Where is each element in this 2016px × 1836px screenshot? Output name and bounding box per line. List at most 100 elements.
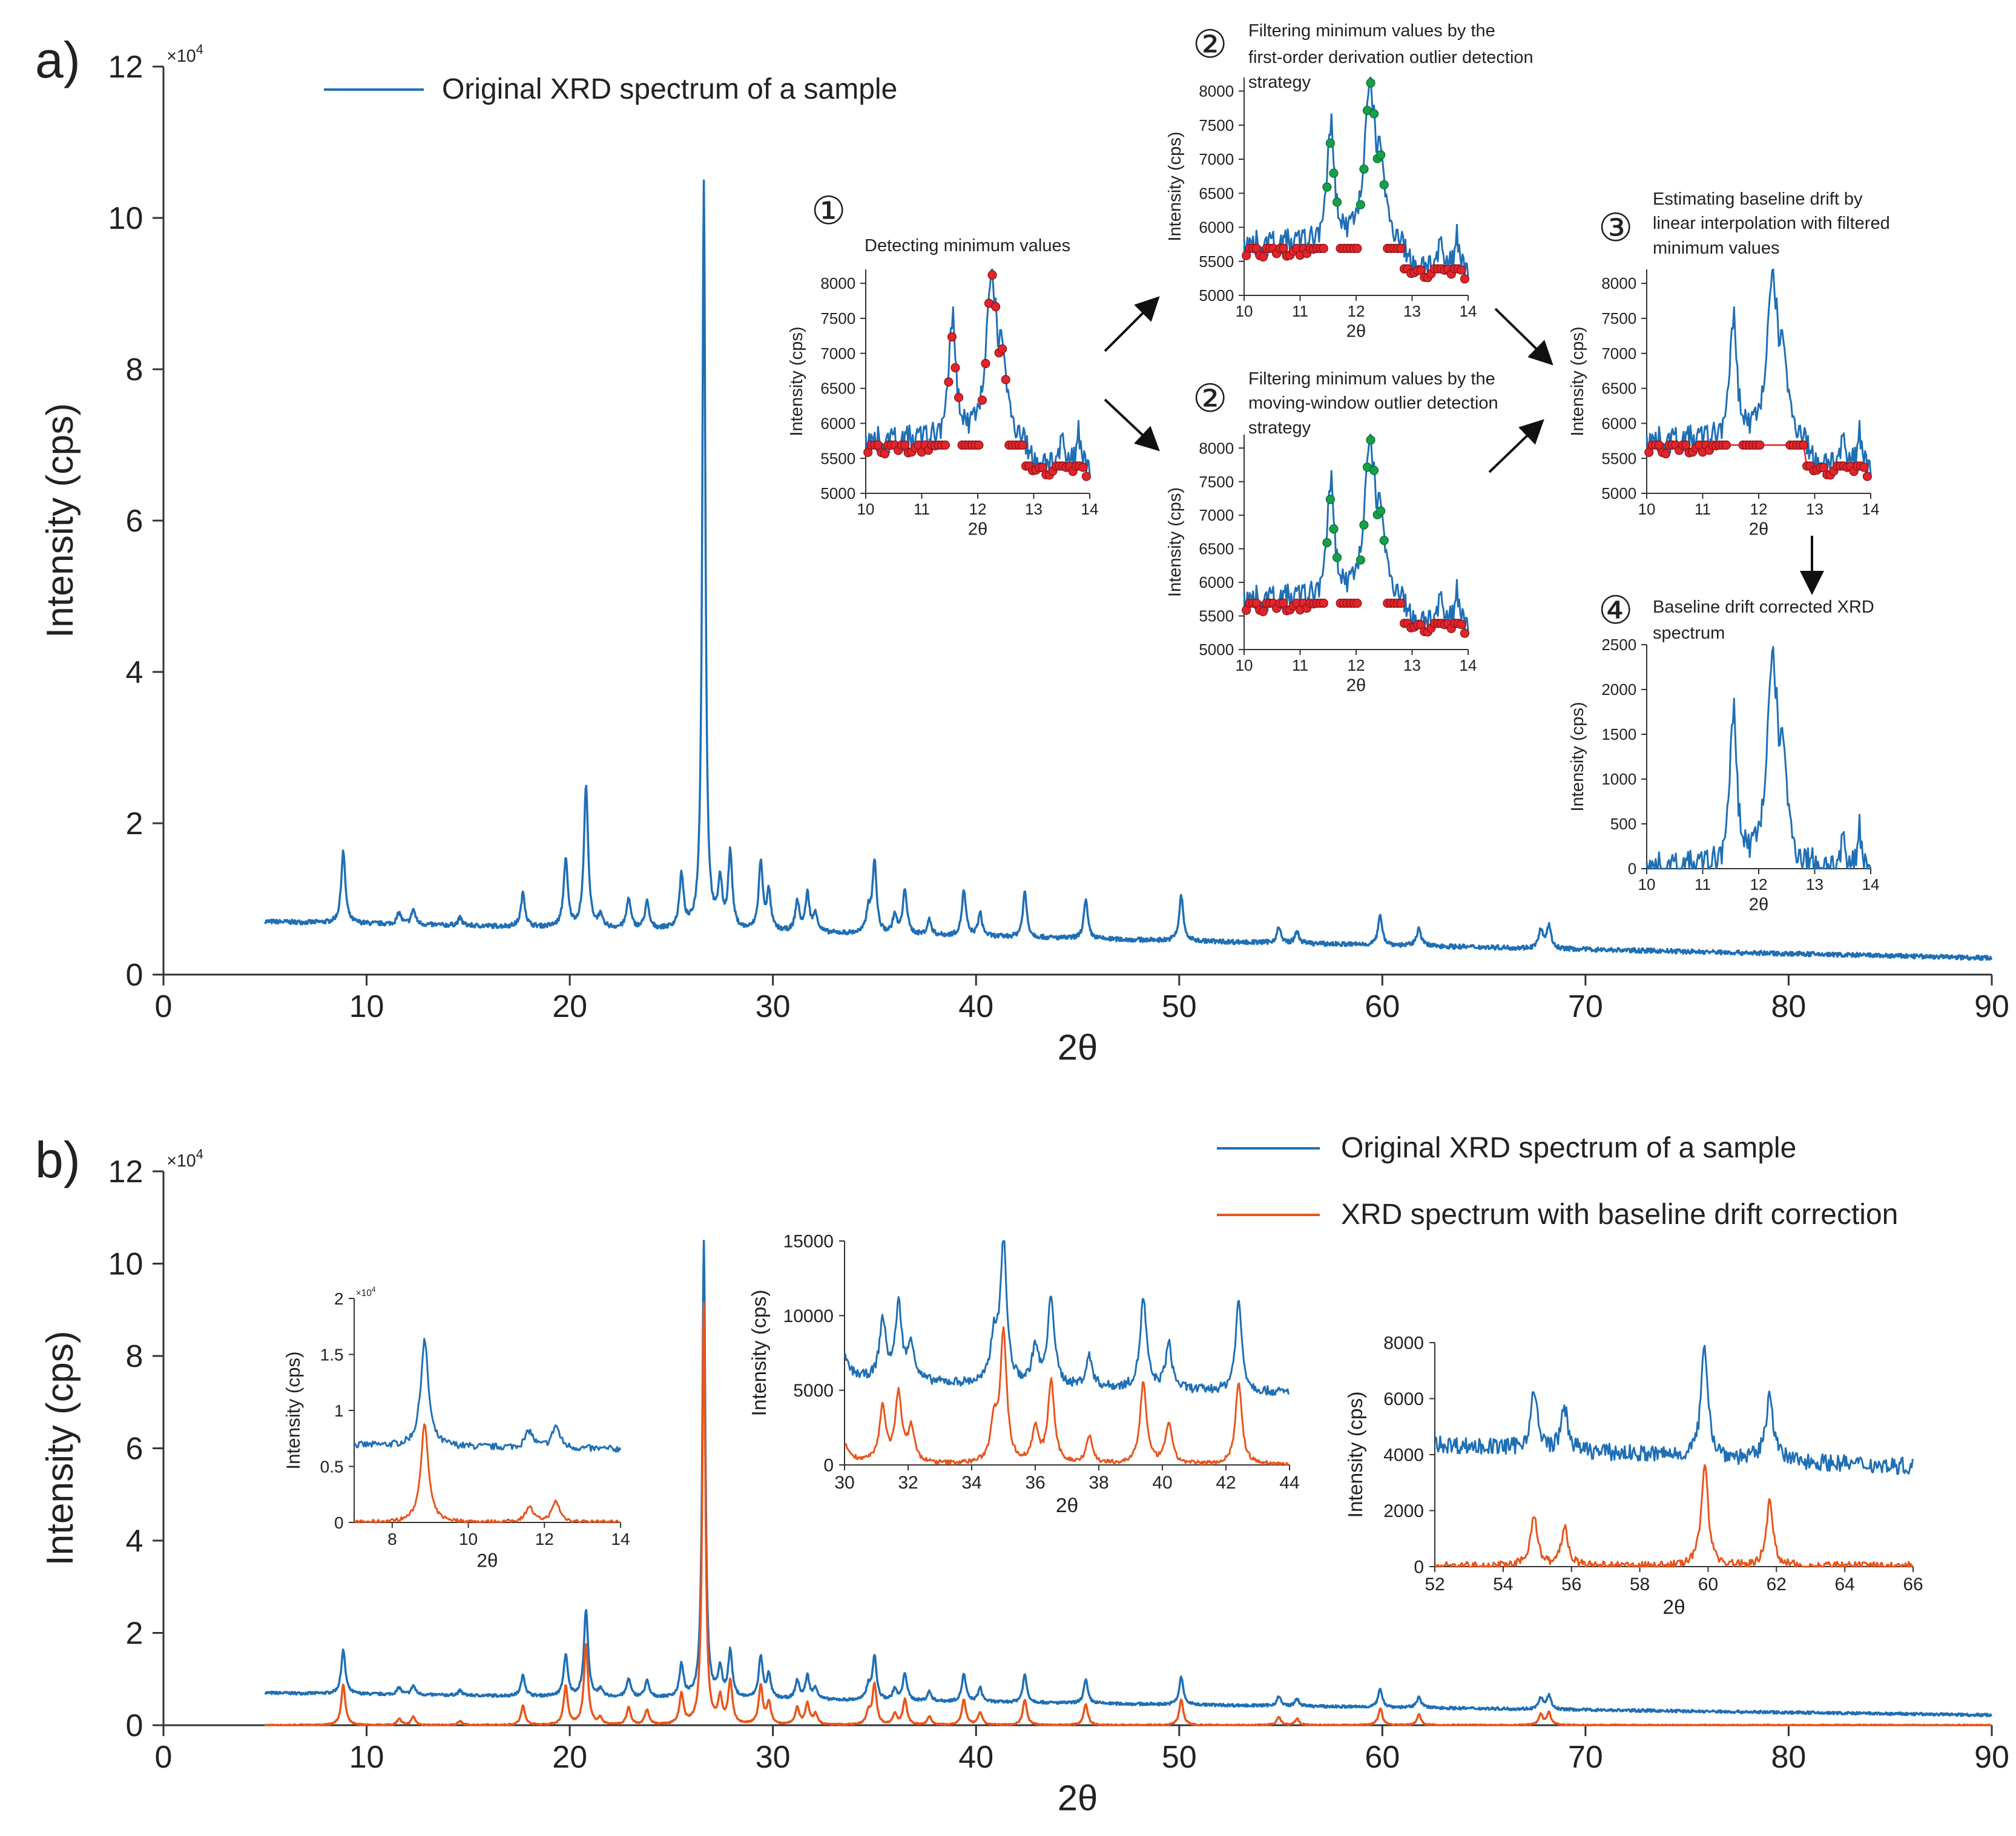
a_main-x-tick-label: 90	[1974, 989, 2009, 1024]
inset_s2b-y-tick-label: 6500	[1199, 540, 1234, 558]
b_inset3-y-tick-label: 4000	[1383, 1446, 1424, 1466]
inset_s3-x-tick-label: 12	[1750, 500, 1768, 518]
inset_s2b-x-tick-label: 12	[1348, 656, 1365, 674]
b_inset1-y-label: Intensity (cps)	[283, 1351, 304, 1469]
b_inset3-y-tick-label: 0	[1414, 1558, 1424, 1578]
inset_s2b-y-tick-label: 5500	[1199, 607, 1234, 625]
b_main-y-tick-label: 12	[108, 1154, 143, 1189]
inset_s2a-minimum-point	[1258, 252, 1268, 262]
b_main-y-multiplier: ×104	[166, 1147, 203, 1171]
inset_s2b-minimum-point	[1258, 607, 1268, 616]
b_inset3-x-tick-label: 62	[1767, 1574, 1787, 1594]
inset_s4-y-tick-label: 2500	[1601, 636, 1636, 654]
b_main-x-tick-label: 20	[552, 1740, 587, 1775]
inset_s2b-minimum-point	[1319, 598, 1328, 608]
inset_s1-y-tick-label: 5000	[820, 484, 855, 502]
inset_s2b-outlier-point	[1379, 536, 1389, 545]
b_inset1-x-tick-label: 14	[611, 1530, 630, 1548]
inset_s2a-x-tick-label: 10	[1236, 302, 1253, 320]
inset_s2b-y-tick-label: 5000	[1199, 640, 1234, 659]
inset_s1-y-tick-label: 7000	[820, 344, 855, 363]
inset_s2a-x-tick-label: 12	[1348, 302, 1365, 320]
inset_s3-y-tick-label: 7000	[1601, 344, 1636, 363]
b_inset2-x-tick-label: 44	[1279, 1473, 1299, 1493]
inset_s2b-y-tick-label: 8000	[1199, 439, 1234, 457]
inset_s1-minimum-point	[950, 363, 960, 373]
inset_s2b-outlier-point	[1329, 524, 1339, 534]
b_main-x-tick-label: 80	[1771, 1740, 1807, 1775]
b-main-original-line	[264, 1240, 1993, 1717]
inset_s2b-x-tick-label: 14	[1460, 656, 1477, 674]
a_main-x-tick-label: 20	[552, 989, 587, 1024]
a_main-y-tick-label: 0	[125, 958, 143, 993]
inset_s4-x-tick-label: 14	[1862, 875, 1880, 893]
b_inset2-axes: 30 32 34 36 38 40 42 44 0 5000 10000 15000 2θ Intensi…	[748, 1232, 1300, 1517]
arrow-step1-to-step2b	[1104, 398, 1160, 452]
inset_s2a-y-tick-label: 8000	[1199, 82, 1234, 100]
inset_s2a-outlier-point	[1322, 182, 1332, 192]
inset_s2a-y-tick-label: 7500	[1199, 116, 1234, 134]
inset_s2a-x-label: 2θ	[1346, 322, 1366, 341]
inset_s1-minimum-point	[977, 395, 987, 405]
step1-number: ①	[811, 189, 846, 232]
inset_s2a-spectrum-line	[1243, 76, 1469, 277]
step4-line1: Baseline drift corrected XRD	[1653, 597, 1874, 617]
inset_s3-x-tick-label: 10	[1638, 500, 1656, 518]
inset_s1-spectrum-line	[865, 268, 1091, 475]
legend-b-corrected-label: XRD spectrum with baseline drift correct…	[1341, 1199, 1898, 1231]
inset_s2b-minimum-point	[1352, 598, 1362, 608]
legend-a-original-label: Original XRD spectrum of a sample	[442, 73, 897, 105]
inset_s2b-minimum-point	[1396, 598, 1406, 608]
inset_s4-x-label: 2θ	[1749, 895, 1768, 915]
inset_s1-x-tick-label: 13	[1025, 500, 1043, 518]
inset_s2b-x-label: 2θ	[1346, 676, 1366, 696]
inset_s2a-x-tick-label: 11	[1292, 302, 1308, 320]
step2a-line1: Filtering minimum values by the	[1248, 21, 1495, 41]
inset_s2a-minimum-point	[1319, 243, 1328, 253]
b_inset3-x-label: 2θ	[1662, 1596, 1685, 1619]
a_main-x-tick-label: 30	[756, 989, 791, 1024]
inset_s2a-y-label: Intensity (cps)	[1165, 131, 1185, 241]
inset_s2a-minimum-point	[1396, 243, 1406, 253]
inset_s2b-spectrum-line	[1243, 433, 1469, 631]
a_main-x-tick-label: 0	[155, 989, 173, 1024]
inset_s2a-x-tick-label: 13	[1403, 302, 1421, 320]
step2a-line3: strategy	[1248, 73, 1311, 92]
inset_s2b-outlier-point	[1366, 435, 1375, 445]
b_inset3-x-tick-label: 54	[1493, 1574, 1513, 1594]
a_main-axes: 0 10 20 30 40 50 60 70 80 900246810122θIntensity …	[39, 42, 2009, 1067]
b_inset1-y-tick-label: 0.5	[320, 1457, 344, 1476]
b_inset3-y-tick-label: 6000	[1383, 1389, 1424, 1409]
inset_s3-axes: 10 11 12 13 14 5000 5500 6000 6500 7000 7500 8000 2θ…	[1568, 269, 1879, 539]
a_main-y-multiplier: ×104	[166, 42, 203, 66]
b_inset1-y-tick-label: 1	[334, 1401, 344, 1420]
a_main-x-tick-label: 50	[1162, 989, 1197, 1024]
b_inset1-x-tick-label: 12	[535, 1530, 554, 1548]
a_main-y-tick-label: 12	[108, 50, 143, 85]
inset_s4-x-tick-label: 11	[1695, 875, 1711, 893]
inset_s1-minimum-point	[954, 393, 964, 403]
inset_s4-y-label: Intensity (cps)	[1568, 702, 1587, 811]
arrow-step2a-to-step3	[1494, 308, 1553, 366]
inset_s2a-minimum-point	[1279, 243, 1288, 253]
b_inset3-y-tick-label: 2000	[1383, 1501, 1424, 1521]
a_main-y-tick-label: 6	[125, 504, 143, 539]
b_main-x-tick-label: 0	[155, 1740, 173, 1775]
inset_s1-minimum-point	[987, 270, 997, 280]
a_main-x-tick-label: 80	[1771, 989, 1807, 1024]
b_inset1-corrected-line	[354, 1423, 621, 1524]
b_inset2-x-label: 2θ	[1056, 1495, 1078, 1517]
b_inset2-y-tick-label: 0	[823, 1456, 834, 1476]
inset_s2a-outlier-point	[1332, 197, 1342, 207]
inset_s1-minimum-point	[1081, 472, 1092, 481]
inset_s3-y-tick-label: 5500	[1601, 449, 1636, 467]
inset_s4-x-tick-label: 10	[1638, 875, 1656, 893]
step3-line2: linear interpolation with filtered	[1653, 214, 1890, 233]
a_main-x-tick-label: 40	[958, 989, 993, 1024]
inset_s1-minimum-point	[940, 440, 950, 450]
inset_s2b-x-tick-label: 11	[1292, 656, 1308, 674]
step2b-line3: strategy	[1248, 418, 1311, 438]
a_main-y-tick-label: 8	[125, 352, 143, 387]
inset_s1-y-tick-label: 6500	[820, 380, 855, 398]
inset_s3-x-tick-label: 13	[1806, 500, 1823, 518]
